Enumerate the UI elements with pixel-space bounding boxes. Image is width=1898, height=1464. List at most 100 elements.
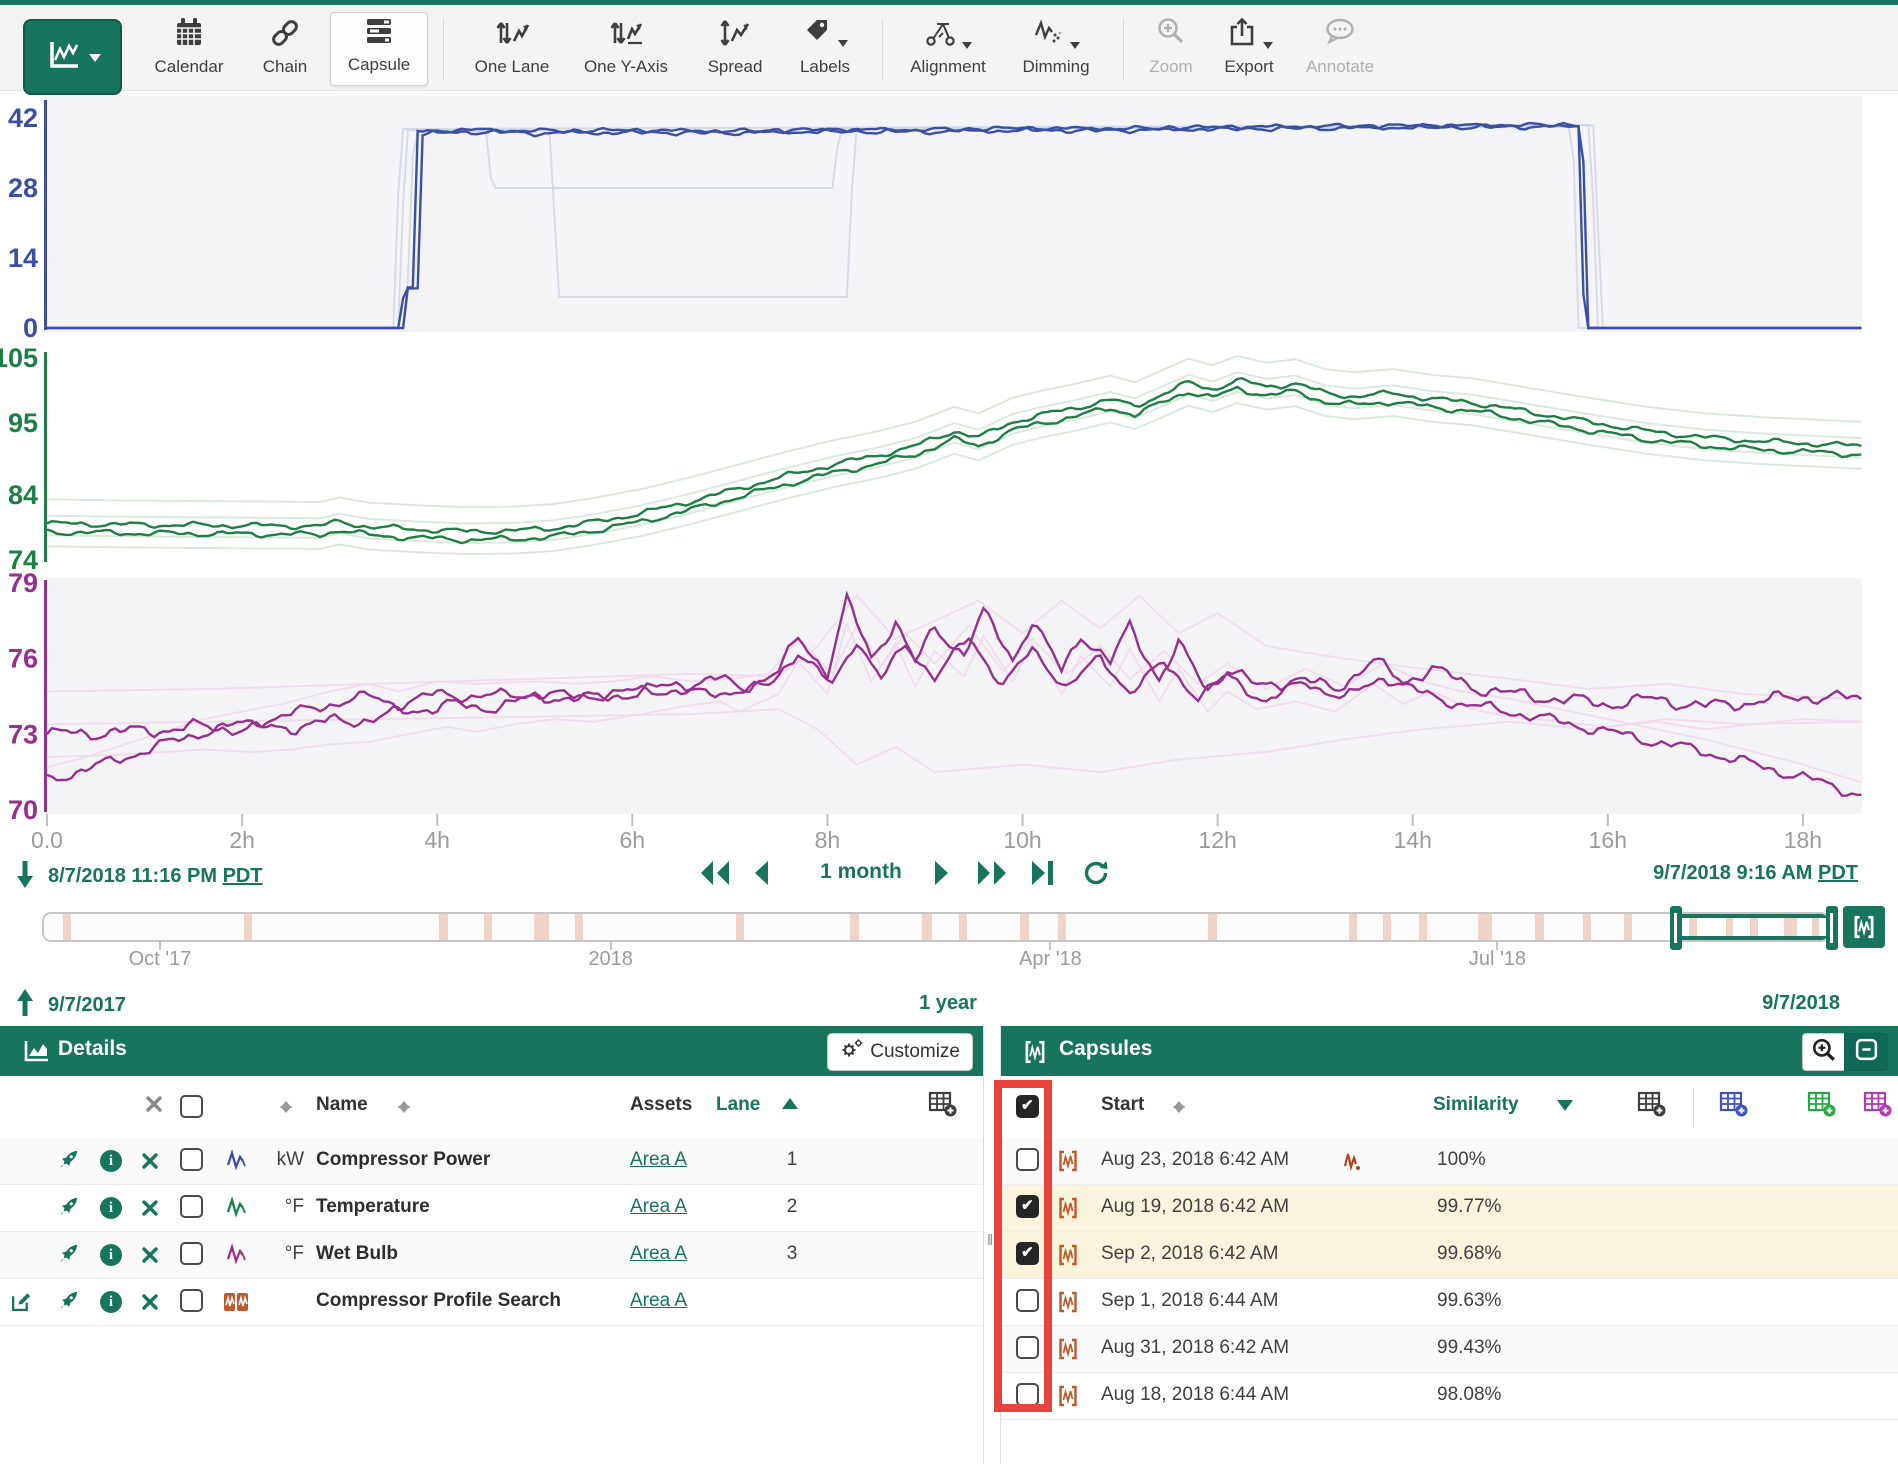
info-icon[interactable]: i [100,1197,122,1219]
signal-icon [226,1149,250,1176]
details-row-wet-bulb[interactable]: i °F Wet Bulb Area A 3 [0,1232,983,1279]
add-column-icon[interactable] [928,1090,958,1123]
sort-icon[interactable] [280,1095,294,1119]
timeline-capsule-view-button[interactable] [1843,906,1885,948]
sort-ascending-icon[interactable] [782,1090,798,1109]
customize-button[interactable]: Customize [827,1033,973,1071]
capsule-row[interactable]: Sep 1, 2018 6:44 AM 99.63% [1001,1279,1898,1326]
row-checkbox[interactable] [180,1148,203,1171]
refresh-icon[interactable] [1082,859,1110,892]
timeline-capsule-stripe [736,914,744,940]
sort-descending-icon[interactable] [1557,1100,1573,1119]
capsule-checkbox[interactable] [1016,1383,1039,1406]
info-icon[interactable]: i [100,1244,122,1266]
capsule-row[interactable]: Aug 18, 2018 6:44 AM 98.08% [1001,1373,1898,1420]
details-column-lane[interactable]: Lane [716,1094,760,1116]
step-back-icon[interactable] [698,858,732,893]
details-row-compressor-power[interactable]: i kW Compressor Power Area A 1 [0,1138,983,1185]
asset-link[interactable]: Area A [630,1149,687,1171]
capsule-row[interactable]: Aug 19, 2018 6:42 AM 99.77% [1001,1185,1898,1232]
capsule-row[interactable]: Aug 31, 2018 6:42 AM 99.43% [1001,1326,1898,1373]
signal-name[interactable]: Wet Bulb [316,1243,398,1265]
add-capsules-table-magenta-icon[interactable] [1863,1090,1893,1123]
panel-divider-handle[interactable]: ‖ [987,1232,994,1249]
rocket-icon[interactable] [58,1149,79,1175]
timeline-track[interactable] [42,912,1830,942]
details-row-compressor-profile-search[interactable]: i Compressor Profile Search Area A [0,1279,983,1326]
details-column-assets[interactable]: Assets [630,1094,692,1116]
arrow-down-icon [14,859,36,894]
condition-name[interactable]: Compressor Profile Search [316,1290,561,1312]
info-icon[interactable]: i [100,1150,122,1172]
info-icon[interactable]: i [100,1291,122,1313]
row-checkbox[interactable] [180,1289,203,1312]
lane-number: 2 [770,1196,814,1218]
rocket-icon[interactable] [58,1196,79,1222]
capsule-checkbox[interactable] [1016,1336,1039,1359]
details-panel: Details Customize Name Assets Lane i [0,1026,983,1464]
add-column-icon[interactable] [1637,1090,1667,1123]
add-capsules-table-green-icon[interactable] [1807,1090,1837,1123]
step-size-label[interactable]: 1 month [806,860,916,884]
details-row-temperature[interactable]: i °F Temperature Area A 2 [0,1185,983,1232]
investigate-end-text: 9/7/2018 [1762,992,1840,1015]
next-icon[interactable] [933,858,951,893]
lane-number: 3 [770,1243,814,1265]
capsule-checkbox[interactable] [1016,1195,1039,1218]
timeline-selection-right-handle[interactable] [1826,906,1838,950]
timeline-capsule-stripe [1020,914,1029,940]
asset-link[interactable]: Area A [630,1243,687,1265]
select-all-capsules-checkbox[interactable] [1016,1095,1039,1118]
capsule-checkbox[interactable] [1016,1289,1039,1312]
timeline-selection-left-handle[interactable] [1670,906,1682,950]
capsule-checkbox[interactable] [1016,1242,1039,1265]
rocket-icon[interactable] [58,1243,79,1269]
select-all-details-checkbox[interactable] [180,1095,203,1118]
capsule-start: Aug 18, 2018 6:44 AM [1101,1384,1289,1406]
signal-name[interactable]: Compressor Power [316,1149,490,1171]
asset-link[interactable]: Area A [630,1290,687,1312]
signal-name[interactable]: Temperature [316,1196,430,1218]
timeline-capsule-stripe [1726,918,1733,936]
details-column-name[interactable]: Name [316,1094,368,1116]
timeline-axis-label: Apr '18 [990,948,1110,971]
timeline-capsule-stripe [1349,914,1357,940]
remove-icon[interactable] [142,1153,158,1174]
timeline-capsule-stripe [1784,918,1797,936]
svg-text:76: 76 [8,644,38,674]
capsule-row[interactable]: Sep 2, 2018 6:42 AM 99.68% [1001,1232,1898,1279]
capsules-column-start[interactable]: Start [1101,1094,1144,1116]
trend-chart[interactable]: 4228140105958474797673700.02h4h6h8h10h12… [0,0,1898,860]
zoom-to-selected-capsules-button[interactable] [1802,1033,1846,1071]
step-forward-icon[interactable] [975,858,1009,893]
step-to-end-icon[interactable] [1030,858,1056,893]
remove-icon[interactable] [142,1247,158,1268]
capsule-checkbox[interactable] [1016,1148,1039,1171]
rocket-icon[interactable] [58,1290,79,1316]
sort-icon[interactable] [398,1095,412,1119]
edit-icon[interactable] [10,1290,33,1318]
capsule-row[interactable]: Aug 23, 2018 6:42 AM 100% [1001,1138,1898,1185]
capsule-similarity: 99.63% [1437,1290,1501,1312]
svg-text:0: 0 [23,313,38,343]
timezone-link[interactable]: PDT [223,865,263,887]
row-checkbox[interactable] [180,1195,203,1218]
remove-all-icon[interactable] [146,1096,162,1118]
investigate-start-text: 9/7/2017 [48,994,126,1017]
remove-icon[interactable] [142,1200,158,1221]
collapse-panel-button[interactable] [1844,1033,1888,1071]
row-checkbox[interactable] [180,1242,203,1265]
asset-link[interactable]: Area A [630,1196,687,1218]
magnifier-plus-icon [1811,1037,1837,1068]
remove-icon[interactable] [142,1294,158,1315]
timeline-capsule-stripe [959,914,967,940]
timeline-capsule-stripe [484,914,492,940]
sort-icon[interactable] [1173,1095,1187,1119]
timeline-axis-label: Oct '17 [100,948,220,971]
svg-text:16h: 16h [1589,827,1627,853]
capsules-column-similarity[interactable]: Similarity [1433,1094,1519,1116]
previous-icon[interactable] [752,858,770,893]
add-capsules-table-blue-icon[interactable] [1719,1090,1749,1123]
timezone-link[interactable]: PDT [1818,862,1858,884]
capsule-similarity: 98.08% [1437,1384,1501,1406]
